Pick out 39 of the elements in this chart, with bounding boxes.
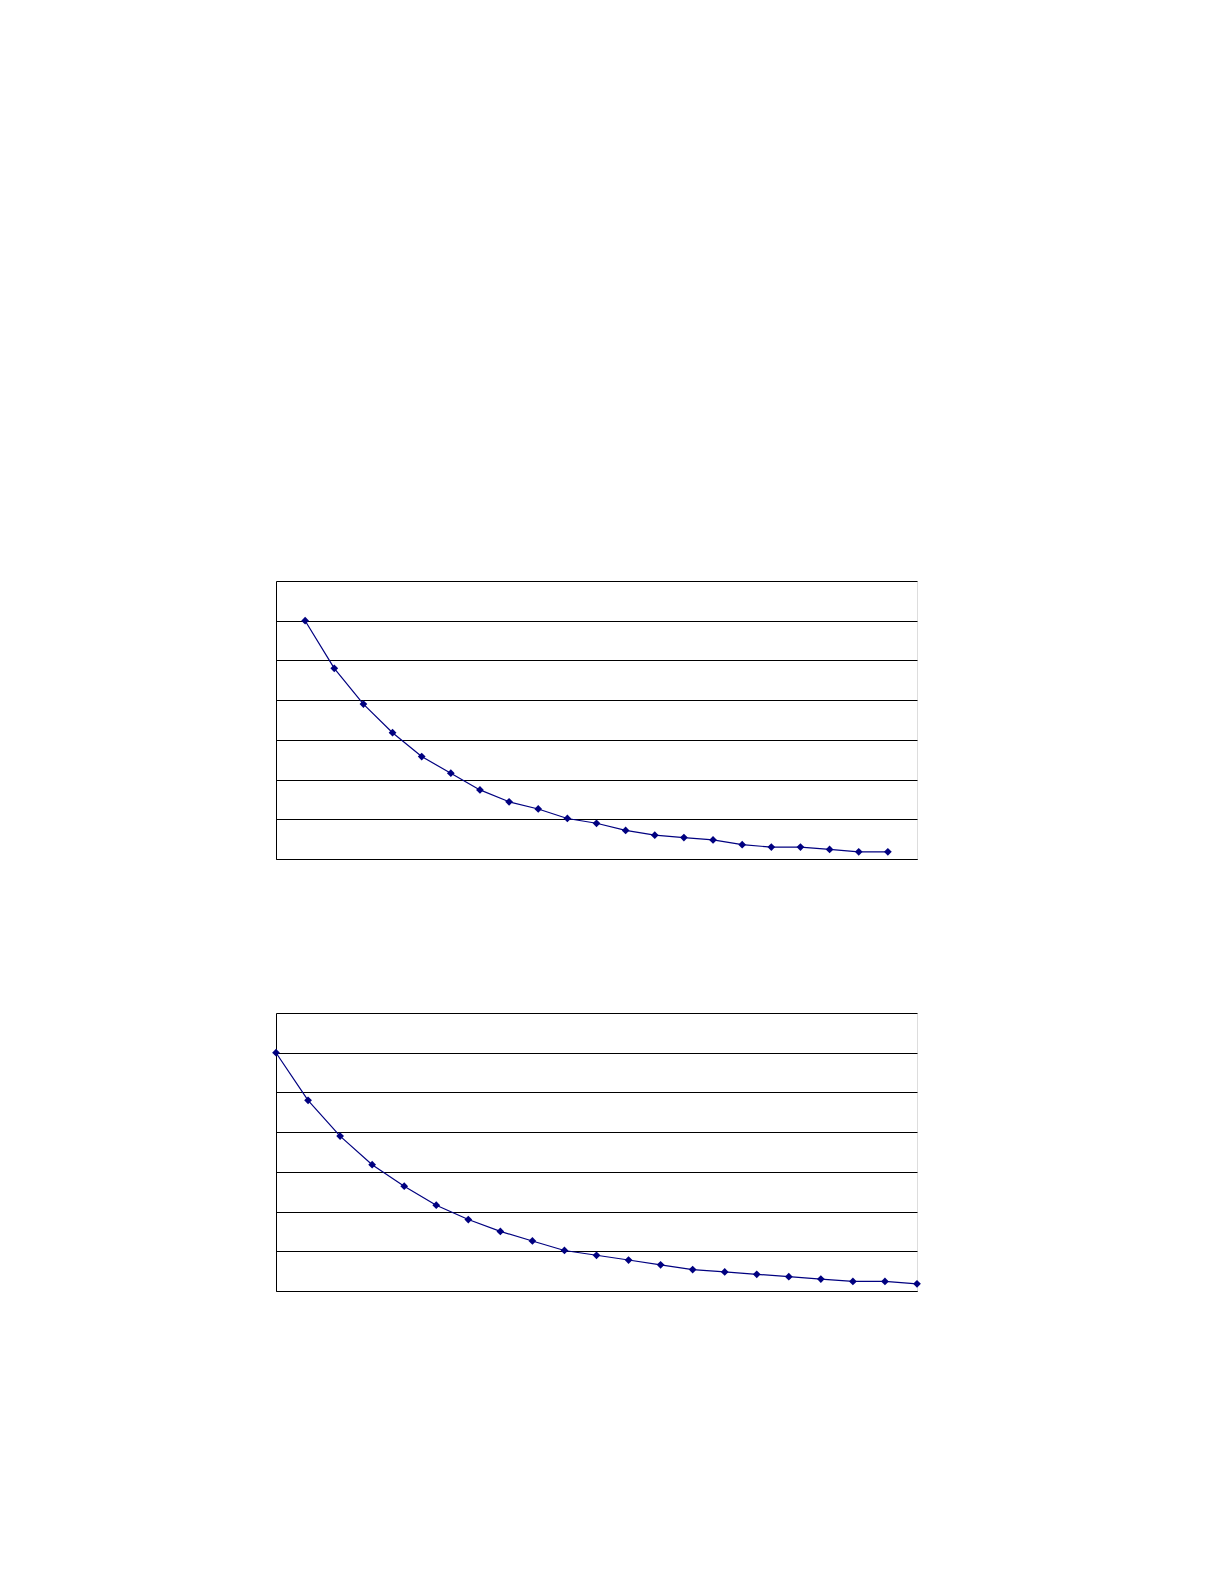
point <box>534 805 543 813</box>
point <box>446 769 455 778</box>
point <box>752 1270 761 1279</box>
point <box>624 1256 633 1264</box>
point <box>464 1215 473 1224</box>
point <box>388 728 397 737</box>
point <box>592 819 601 828</box>
point <box>796 843 805 851</box>
point <box>432 1201 441 1210</box>
point <box>767 843 776 851</box>
point <box>301 616 310 625</box>
point <box>738 840 747 849</box>
point <box>784 1272 793 1281</box>
point <box>854 847 863 856</box>
point <box>680 833 688 842</box>
point <box>368 1160 377 1169</box>
point <box>720 1268 729 1276</box>
point <box>592 1251 601 1260</box>
point <box>883 847 892 856</box>
point <box>400 1182 409 1191</box>
point <box>621 826 630 835</box>
point <box>476 786 484 794</box>
point <box>330 664 339 673</box>
point <box>496 1227 505 1236</box>
point <box>304 1096 312 1105</box>
point <box>881 1277 889 1286</box>
point <box>528 1237 537 1245</box>
point <box>505 797 513 806</box>
point <box>650 831 659 840</box>
point <box>816 1275 825 1283</box>
point <box>272 1048 280 1057</box>
point <box>336 1132 344 1140</box>
point <box>656 1260 665 1269</box>
point <box>913 1279 921 1288</box>
point <box>563 814 572 823</box>
point <box>688 1265 697 1274</box>
point <box>417 752 426 761</box>
point <box>359 700 368 708</box>
point <box>849 1277 857 1286</box>
